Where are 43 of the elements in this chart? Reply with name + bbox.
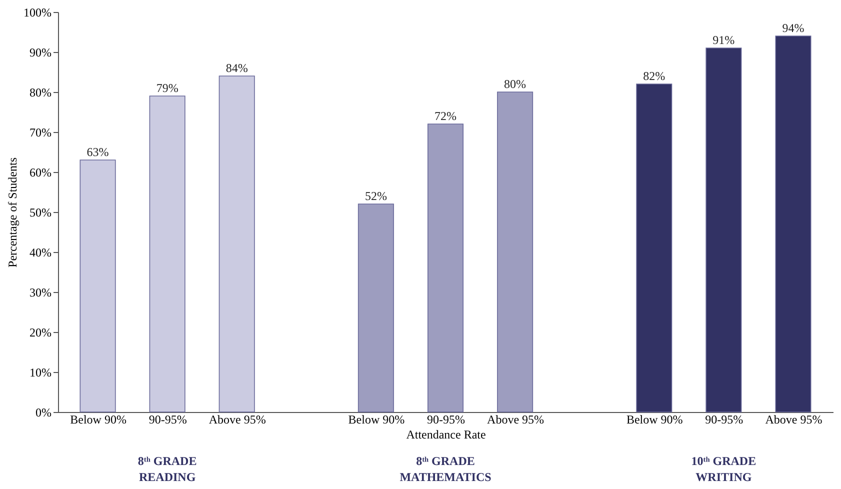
bar bbox=[358, 204, 394, 412]
y-tick-label: 30% bbox=[30, 286, 52, 300]
bar bbox=[497, 92, 534, 412]
y-tick-label: 70% bbox=[30, 126, 52, 140]
y-tick-label: 100% bbox=[24, 6, 52, 20]
data-label: 94% bbox=[782, 21, 804, 35]
x-tick-label: Below 90% bbox=[348, 412, 405, 426]
data-label: 91% bbox=[712, 33, 735, 47]
y-tick-label: 40% bbox=[30, 246, 52, 260]
x-tick-label: 90-95% bbox=[427, 412, 465, 426]
data-label: 52% bbox=[364, 189, 387, 203]
x-tick-label: Below 90% bbox=[70, 412, 126, 426]
data-label: 72% bbox=[434, 109, 456, 123]
y-tick-label: 10% bbox=[30, 366, 52, 380]
data-label: 84% bbox=[226, 61, 248, 75]
y-tick-label: 50% bbox=[30, 206, 52, 220]
y-tick-label: 0% bbox=[36, 406, 52, 420]
y-axis-title: Percentage of Students bbox=[6, 157, 20, 268]
bar bbox=[706, 48, 742, 412]
x-tick-label: Above 95% bbox=[208, 412, 266, 426]
data-label: 82% bbox=[643, 69, 666, 83]
bar bbox=[80, 160, 116, 412]
y-tick-label: 80% bbox=[30, 86, 52, 100]
bar bbox=[149, 96, 186, 412]
x-tick-label: 90-95% bbox=[148, 412, 187, 426]
bar bbox=[427, 124, 464, 412]
x-tick-label: Above 95% bbox=[487, 412, 544, 426]
bar bbox=[636, 84, 672, 412]
text: 8ᵗʰ GRADE MATHEMATICS bbox=[400, 454, 492, 484]
x-axis-title: Attendance Rate bbox=[406, 428, 486, 442]
bar bbox=[775, 36, 812, 412]
data-label: 63% bbox=[86, 145, 109, 159]
bar bbox=[218, 76, 255, 412]
y-tick-label: 90% bbox=[30, 46, 52, 60]
x-tick-label: 90-95% bbox=[705, 412, 744, 426]
text: 8ᵗʰ GRADE READING bbox=[138, 454, 197, 484]
data-label: 80% bbox=[504, 77, 526, 91]
data-label: 79% bbox=[156, 81, 178, 95]
x-tick-label: Above 95% bbox=[765, 412, 822, 426]
y-tick-label: 20% bbox=[30, 326, 52, 340]
y-tick-label: 60% bbox=[30, 166, 52, 180]
x-tick-label: Below 90% bbox=[626, 412, 683, 426]
text: 10ᵗʰ GRADE WRITING bbox=[691, 454, 756, 484]
